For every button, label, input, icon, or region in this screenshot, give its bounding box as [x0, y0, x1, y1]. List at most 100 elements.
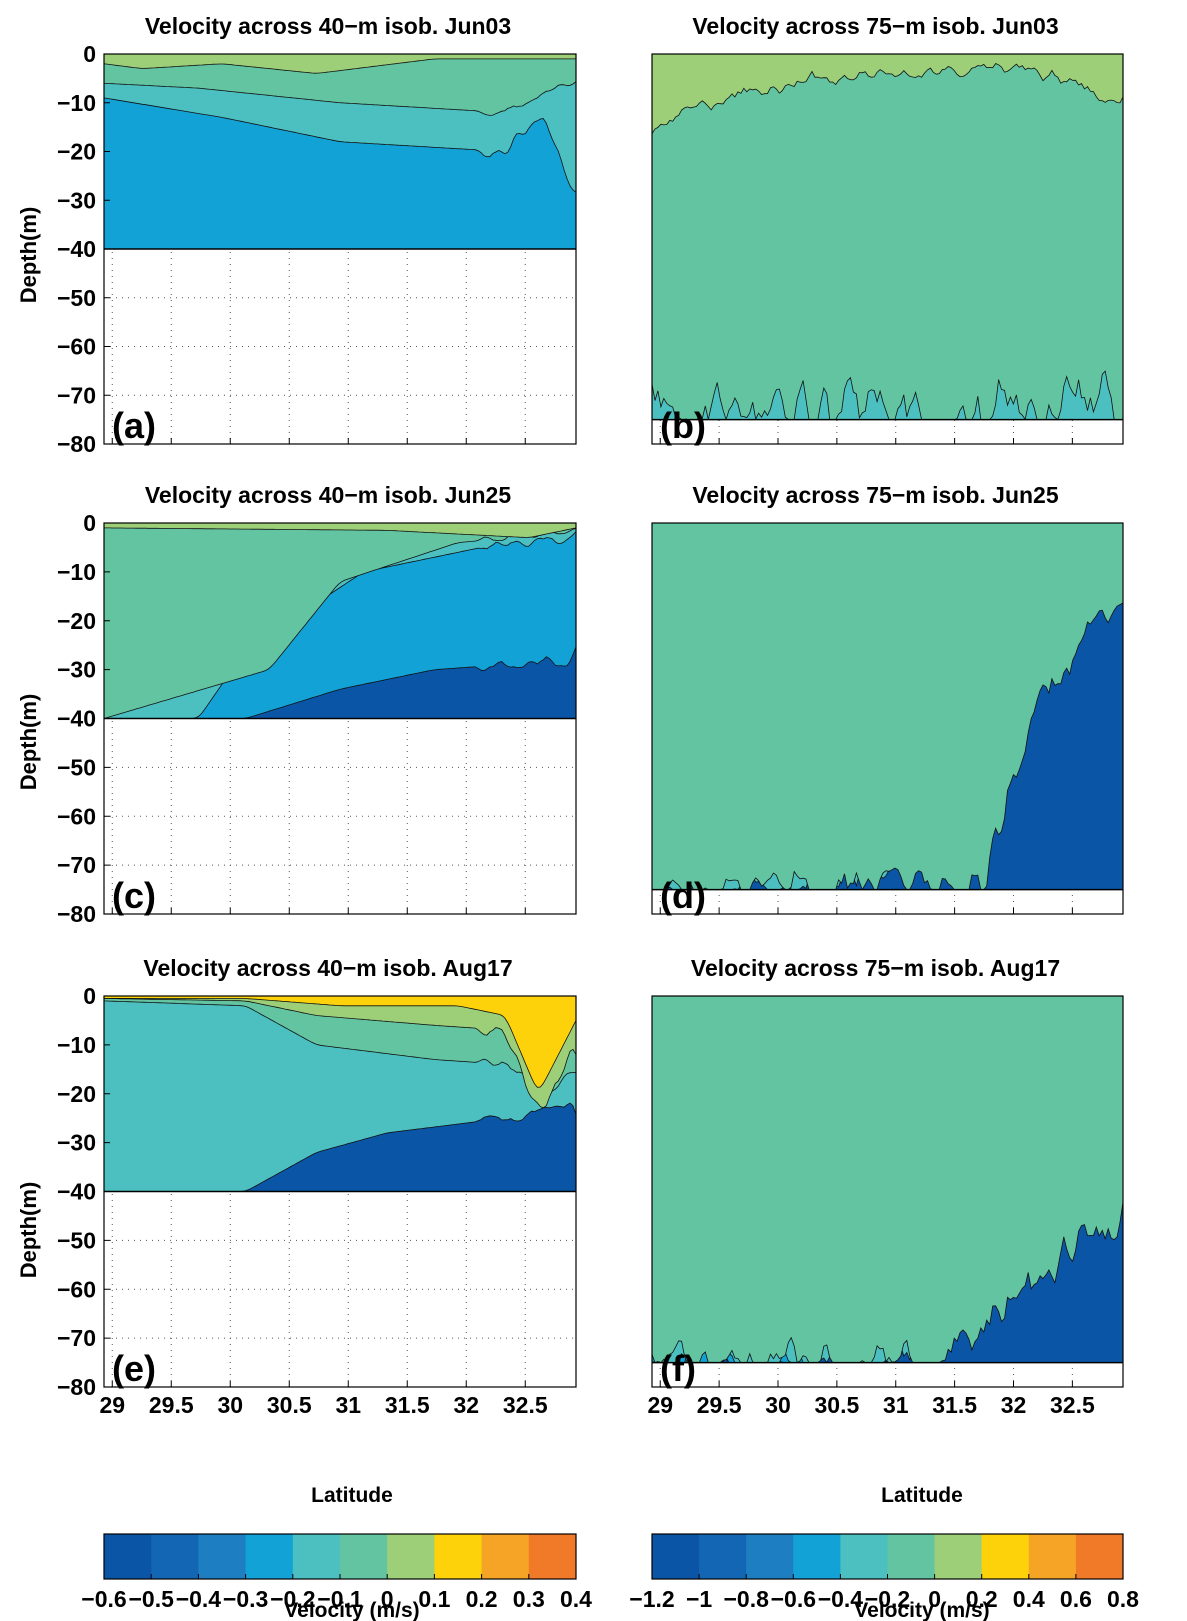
x-tick-label: 29: [647, 1392, 673, 1418]
ylabel-row-3: Depth(m): [16, 1182, 41, 1279]
y-tick-label: −60: [57, 803, 96, 829]
y-tick-label: −70: [57, 1325, 96, 1351]
y-tick-label: −70: [57, 852, 96, 878]
x-tick-label: 31.5: [932, 1392, 977, 1418]
y-tick-label: −60: [57, 334, 96, 360]
colorbar-tick-label: 0.4: [560, 1586, 592, 1612]
colorbar-tick-label: −0.3: [223, 1586, 268, 1612]
colorbar-tick-label: −0.6: [771, 1586, 816, 1612]
y-tick-label: −50: [57, 285, 96, 311]
x-tick-label: 29: [99, 1392, 125, 1418]
y-tick-label: −40: [57, 706, 96, 732]
velocity-field: [104, 996, 576, 1192]
velocity-field: [104, 54, 576, 249]
y-tick-label: 0: [83, 983, 96, 1009]
velocity-field: [652, 54, 1123, 420]
colorbar-swatch: [481, 1534, 530, 1579]
colorbar-tick-label: 0.4: [1013, 1586, 1045, 1612]
ylabel-row-2: Depth(m): [16, 694, 41, 791]
velocity-band: [104, 54, 576, 116]
velocity-band: [104, 996, 576, 1088]
x-tick-label: 31.5: [385, 1392, 430, 1418]
y-tick-label: −20: [57, 608, 96, 634]
colorbar-swatch: [434, 1534, 483, 1579]
colorbar-tick-label: 0.8: [1107, 1586, 1139, 1612]
colorbar-label-left: Velocity (m/s): [284, 1599, 419, 1621]
panel-title: Velocity across 40−m isob. Jun03: [145, 13, 511, 39]
colorbar-tick-label: −0.4: [176, 1586, 222, 1612]
y-tick-label: 0: [83, 510, 96, 536]
colorbar-swatch: [1028, 1534, 1077, 1579]
y-tick-label: −80: [57, 901, 96, 927]
y-tick-label: −20: [57, 1081, 96, 1107]
colorbar-tick-label: 0.2: [966, 1586, 998, 1612]
colorbar-swatch: [746, 1534, 794, 1579]
x-tick-label: 30: [765, 1392, 791, 1418]
colorbar-swatch: [840, 1534, 888, 1579]
velocity-band: [652, 54, 1123, 135]
y-tick-label: −80: [57, 1374, 96, 1400]
ylabel-row-1: Depth(m): [16, 207, 41, 304]
xlabel-left: Latitude: [311, 1484, 393, 1507]
velocity-band: [104, 996, 576, 1109]
y-tick-label: −80: [57, 431, 96, 457]
axes-frame: [651, 995, 1124, 1388]
colorbar-swatch: [528, 1534, 577, 1579]
colorbar-swatch: [340, 1534, 388, 1579]
colorbar-tick-label: −0.8: [723, 1586, 769, 1612]
panel-title: Velocity across 75−m isob. Aug17: [691, 955, 1060, 981]
x-tick-label: 30: [217, 1392, 243, 1418]
colorbar-tick-label: −0.1: [317, 1586, 363, 1612]
y-tick-label: −50: [57, 1227, 96, 1253]
colorbar-label-right: Velocity (m/s): [854, 1599, 989, 1621]
y-tick-label: −30: [57, 187, 96, 213]
axes-frame: [651, 53, 1124, 445]
colorbar-swatch: [934, 1534, 983, 1579]
colorbar-tick-label: −0.2: [865, 1586, 910, 1612]
x-tick-label: 32.5: [1050, 1392, 1095, 1418]
panel-a: 0 −10 −20 −30 −40 −50 −60 −70 −80 Velocity across…: [57, 13, 577, 457]
colorbar-tick-label: −0.2: [270, 1586, 315, 1612]
panel-c: 0 −10 −20 −30 −40 −50 −60 −70 −80 Velocity across…: [57, 482, 577, 927]
velocity-band: [652, 523, 1123, 890]
panel-title: Velocity across 40−m isob. Jun25: [145, 482, 511, 508]
velocity-field: [104, 523, 576, 719]
panel-e: 29 29.5 30 30.5 31 31.5 32 32.5 0 −10 −20 −30 −40 −50…: [57, 955, 577, 1418]
colorbar-tick-label: −1.2: [629, 1586, 674, 1612]
colorbar-tick-label: 0.3: [513, 1586, 545, 1612]
y-tick-label: −10: [57, 1032, 96, 1058]
xlabel-right: Latitude: [881, 1484, 963, 1507]
colorbar-tick-label: −0.5: [128, 1586, 174, 1612]
y-tick-label: −60: [57, 1276, 96, 1302]
x-tick-label: 31: [883, 1392, 909, 1418]
velocity-band: [104, 523, 576, 719]
velocity-band: [652, 54, 1123, 420]
colorbar-tick-label: 0: [928, 1586, 941, 1612]
x-tick-label: 29.5: [697, 1392, 742, 1418]
y-tick-label: 0: [83, 41, 96, 67]
colorbar-swatch: [793, 1534, 841, 1579]
colorbar-tick-label: 0.1: [418, 1586, 450, 1612]
panel-b: Velocity across 75−m isob. Jun03 (b): [651, 13, 1124, 446]
panel-label: (f): [660, 1348, 696, 1389]
colorbar-swatch: [387, 1534, 435, 1579]
y-tick-label: −10: [57, 559, 96, 585]
panel-label: (e): [112, 1348, 156, 1389]
panel-title: Velocity across 75−m isob. Jun03: [692, 13, 1058, 39]
colorbar-tick-label: −0.6: [81, 1586, 126, 1612]
velocity-band: [104, 54, 576, 74]
y-tick-label: −30: [57, 1130, 96, 1156]
colorbar-tick-label: 0.6: [1060, 1586, 1092, 1612]
colorbar-tick-label: −0.4: [818, 1586, 864, 1612]
x-tick-label: 32.5: [503, 1392, 548, 1418]
colorbar-tick-label: 0.2: [466, 1586, 498, 1612]
colorbar-swatch: [198, 1534, 247, 1579]
colorbar-right: −1.2 −1 −0.8 −0.6 −0.4 −0.2 0 0.2 0.4 0.6 0.8: [629, 1533, 1139, 1612]
colorbar-swatch: [151, 1534, 199, 1579]
panel-label: (c): [112, 875, 156, 916]
colorbar-tick-label: −1: [686, 1586, 712, 1612]
colorbar-swatch: [292, 1534, 341, 1579]
velocity-band: [652, 996, 1123, 1363]
colorbar-tick-label: 0: [381, 1586, 394, 1612]
